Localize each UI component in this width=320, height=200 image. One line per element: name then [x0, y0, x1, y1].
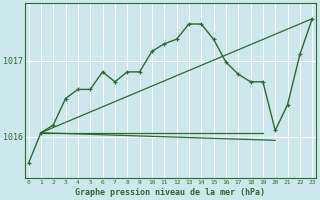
X-axis label: Graphe pression niveau de la mer (hPa): Graphe pression niveau de la mer (hPa): [76, 188, 265, 197]
